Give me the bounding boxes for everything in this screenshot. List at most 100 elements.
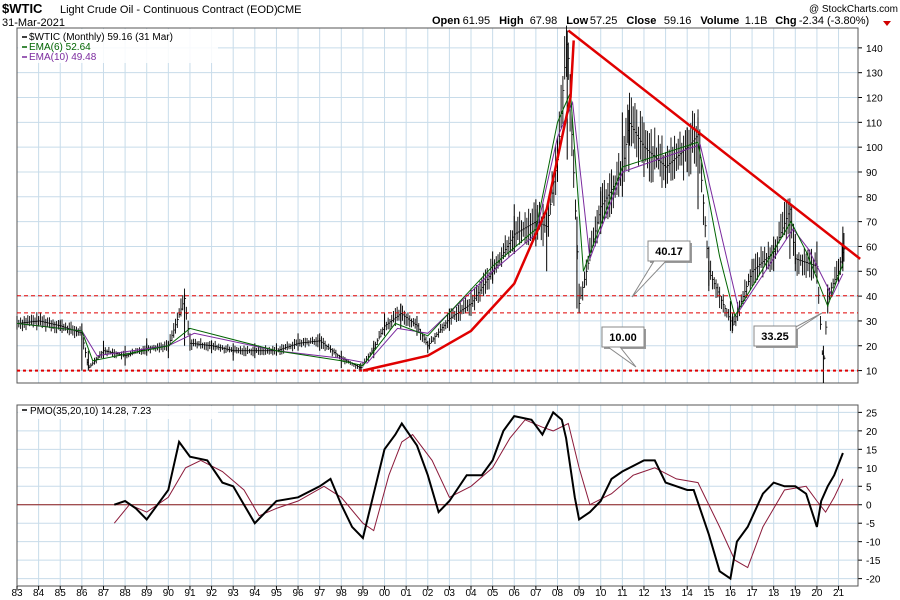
price-frame	[16, 27, 859, 384]
symbol-label: $WTIC	[2, 1, 43, 16]
x-tick-label-20: 20	[811, 588, 823, 599]
pmo-frame	[16, 404, 859, 587]
x-tick-label-03: 03	[444, 588, 456, 599]
date-label: 31-Mar-2021	[2, 17, 65, 29]
exchange-label: CME	[277, 4, 301, 16]
parabolic-arc	[362, 40, 575, 372]
x-axis: 83 84 85 86 87 88 89 90 91 92 93 94 95 96 97 98 99 00 01 02…	[11, 586, 845, 599]
x-tick-label-96: 96	[292, 588, 304, 599]
trendline	[567, 29, 861, 260]
x-tick-label-97: 97	[314, 588, 326, 599]
ohlc-value-chg: -2.34 (-3.80%)	[799, 15, 869, 27]
x-tick-label-05: 05	[487, 588, 499, 599]
ohlc-label-low: Low	[566, 15, 588, 27]
x-tick-label-84: 84	[33, 588, 45, 599]
pmo-ylabel--15: -15	[866, 556, 881, 567]
x-tick-label-21: 21	[833, 588, 845, 599]
ohlc-label-close: Close	[626, 15, 656, 27]
x-tick-label-92: 92	[206, 588, 218, 599]
price-legend-bg	[18, 29, 218, 63]
x-tick-label-98: 98	[336, 588, 348, 599]
pmo-panel: -20 -15 -10 -5 0 5 10 15 20 25 PMO(35,20,10) 14.28…	[16, 404, 881, 587]
ohlc-label-open: Open	[432, 15, 460, 27]
x-tick-label-88: 88	[120, 588, 132, 599]
price-ylabel-80: 80	[866, 193, 878, 204]
callout-box	[647, 240, 691, 262]
x-tick-label-02: 02	[422, 588, 434, 599]
x-tick-label-85: 85	[55, 588, 67, 599]
pmo-ylabel--10: -10	[866, 538, 881, 549]
callout-label: 40.17	[655, 246, 683, 258]
price-ylabel-120: 120	[866, 94, 883, 105]
x-tick-label-01: 01	[401, 588, 413, 599]
pmo-ylabel-25: 25	[866, 408, 878, 419]
callout-label: 33.25	[761, 331, 789, 343]
instrument-name: Light Crude Oil - Continuous Contract (E…	[60, 4, 278, 16]
ohlc-label-high: High	[499, 15, 524, 27]
pmo-ylabel--5: -5	[866, 519, 875, 530]
x-tick-label-99: 99	[357, 588, 369, 599]
price-ylabel-60: 60	[866, 242, 878, 253]
copyright-label: @ StockCharts.com	[809, 4, 898, 15]
x-tick-label-16: 16	[725, 588, 737, 599]
x-tick-label-95: 95	[271, 588, 283, 599]
x-tick-label-14: 14	[682, 588, 694, 599]
pmo-ylabel-15: 15	[866, 445, 878, 456]
ohlc-label-chg: Chg	[775, 15, 796, 27]
x-tick-label-89: 89	[141, 588, 153, 599]
pmo-ylabel-20: 20	[866, 427, 878, 438]
price-ylabel-70: 70	[866, 218, 878, 229]
price-panel: 10 20 30 40 50 60 70 80 90 100 110 120 130 140 40.17 10…	[16, 25, 883, 384]
price-ylabel-100: 100	[866, 143, 883, 154]
pmo-ylabel-5: 5	[866, 482, 872, 493]
ohlc-value-low: 57.25	[590, 15, 618, 27]
price-ylabel-110: 110	[866, 118, 882, 129]
ema6-line	[16, 92, 844, 367]
x-tick-label-10: 10	[595, 588, 607, 599]
x-tick-label-83: 83	[11, 588, 23, 599]
x-tick-label-86: 86	[76, 588, 88, 599]
x-tick-label-00: 00	[379, 588, 391, 599]
x-tick-label-04: 04	[465, 588, 477, 599]
down-arrow-icon	[883, 21, 891, 26]
legend-ema10: EMA(10) 49.48	[29, 52, 97, 63]
x-tick-label-13: 13	[660, 588, 672, 599]
ohlc-label-volume: Volume	[700, 15, 739, 27]
x-tick-label-07: 07	[530, 588, 542, 599]
x-tick-label-87: 87	[98, 588, 110, 599]
x-tick-label-12: 12	[638, 588, 650, 599]
pmo-line	[113, 410, 844, 581]
price-ylabel-40: 40	[866, 292, 878, 303]
pmo-ylabel-0: 0	[866, 501, 872, 512]
pmo-ylabel--20: -20	[866, 575, 881, 586]
x-tick-label-17: 17	[747, 588, 759, 599]
callout-box	[753, 325, 797, 347]
price-ylabel-140: 140	[866, 44, 883, 55]
x-tick-label-11: 11	[617, 588, 628, 599]
x-tick-label-08: 08	[552, 588, 564, 599]
ohlc-value-close: 59.16	[664, 15, 692, 27]
ohlc-value-high: 67.98	[530, 15, 558, 27]
x-tick-label-94: 94	[249, 588, 261, 599]
price-ylabel-50: 50	[866, 267, 878, 278]
x-tick-label-15: 15	[703, 588, 715, 599]
legend-ema6: EMA(6) 52.64	[29, 42, 91, 53]
x-tick-label-18: 18	[768, 588, 780, 599]
x-tick-label-90: 90	[163, 588, 175, 599]
x-tick-label-06: 06	[509, 588, 521, 599]
pmo-legend-bg	[18, 406, 218, 419]
x-tick-label-93: 93	[228, 588, 240, 599]
callout-label: 10.00	[609, 332, 637, 344]
x-tick-label-19: 19	[790, 588, 802, 599]
callout-box	[601, 326, 645, 348]
pmo-signal-line	[113, 419, 844, 569]
price-ylabel-10: 10	[866, 367, 878, 378]
pmo-ylabel-10: 10	[866, 464, 878, 475]
price-ylabel-90: 90	[866, 168, 878, 179]
price-ylabel-20: 20	[866, 342, 878, 353]
legend-price: $WTIC (Monthly) 59.16 (31 Mar)	[29, 32, 173, 43]
